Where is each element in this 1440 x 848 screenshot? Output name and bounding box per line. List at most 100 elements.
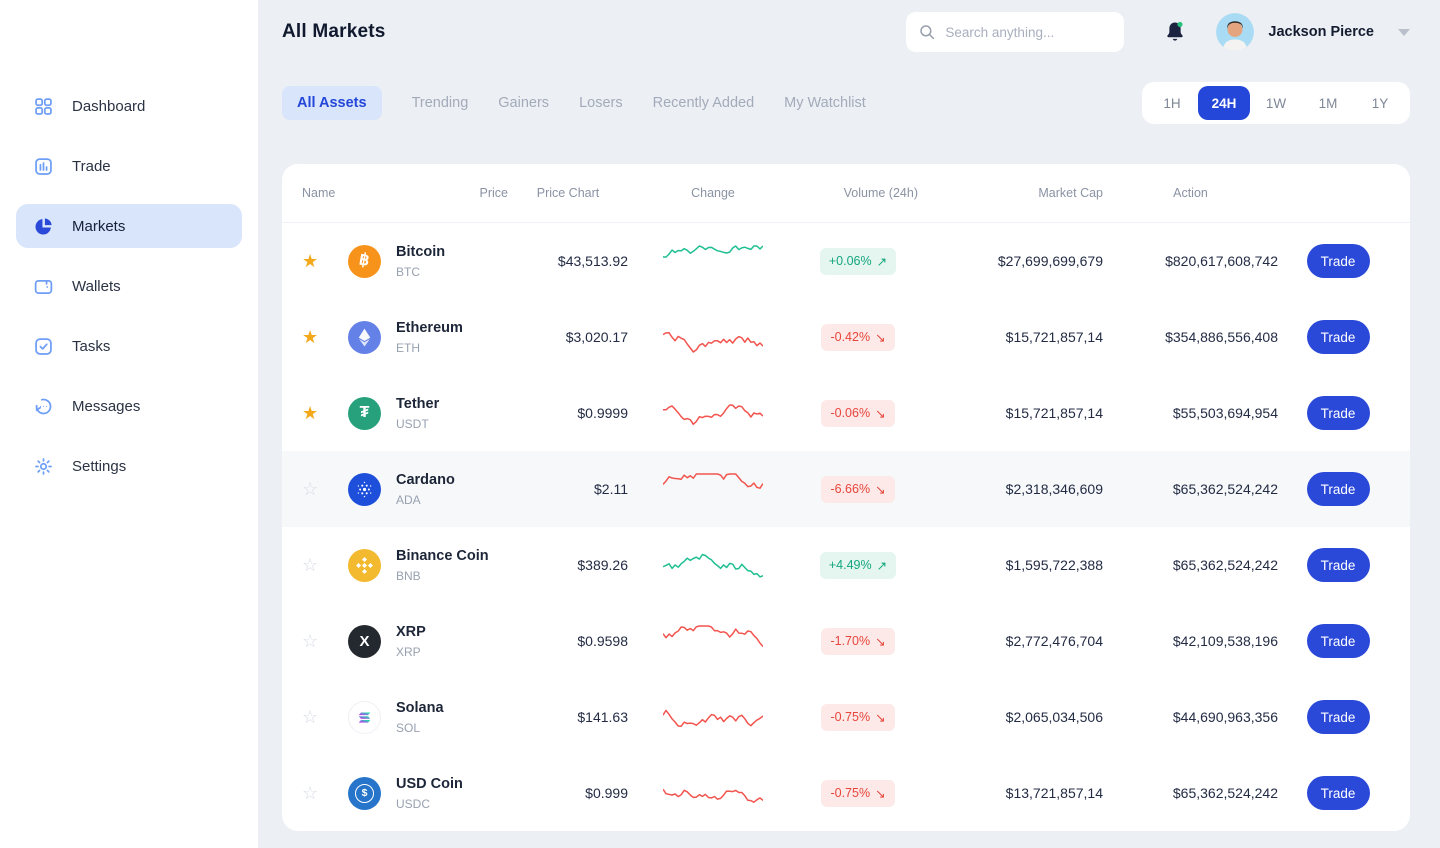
volume-cell: $27,699,699,679 (997, 253, 1103, 269)
price-cell: $0.999 (585, 785, 628, 801)
volume-cell: $13,721,857,14 (1005, 785, 1103, 801)
trade-button[interactable]: Trade (1306, 320, 1370, 354)
column-header-action: Action (1173, 186, 1208, 200)
change-cell: -1.70% ↘ (798, 627, 918, 655)
coin-symbol: SOL (396, 720, 421, 735)
tab-trending[interactable]: Trending (411, 95, 469, 111)
trade-button[interactable]: Trade (1306, 700, 1370, 734)
market-cap-cell: $65,362,524,242 (1172, 785, 1278, 801)
trend-down-arrow-icon: ↘ (875, 406, 886, 421)
coin-symbol: BNB (396, 568, 421, 583)
trend-down-arrow-icon: ↘ (875, 710, 886, 725)
binance-icon (348, 548, 381, 582)
coin-cell: Binance Coin BNB (348, 548, 508, 583)
price-cell: $0.9598 (577, 633, 628, 649)
column-header-market-cap: Market Cap (1038, 186, 1103, 200)
table-row: ☆ Binance Coin BNB $389.26 +4.49% ↗ $1,595,722… (282, 527, 1410, 603)
bell-icon (1162, 21, 1188, 49)
price-cell: $0.9999 (577, 405, 628, 421)
favorite-star[interactable]: ☆ (302, 555, 319, 575)
volume-cell: $2,065,034,506 (1005, 709, 1103, 725)
ethereum-icon (348, 320, 381, 354)
favorite-star[interactable]: ☆ (302, 707, 319, 727)
trade-button[interactable]: Trade (1306, 624, 1370, 658)
coin-name: Bitcoin (396, 243, 446, 260)
trend-down-arrow-icon: ↘ (875, 330, 886, 345)
favorite-star[interactable]: ☆ (302, 783, 319, 803)
price-cell: $3,020.17 (565, 329, 628, 345)
change-badge: -1.70% ↘ (821, 627, 895, 655)
coin-cell: Cardano ADA (348, 472, 508, 507)
user-avatar[interactable] (1216, 13, 1255, 51)
sidebar-item-settings[interactable]: Settings (16, 444, 242, 488)
tab-my-watchlist[interactable]: My Watchlist (784, 95, 866, 111)
tab-all-assets[interactable]: All Assets (282, 86, 382, 120)
sidebar-item-label: Messages (72, 397, 141, 415)
tab-gainers[interactable]: Gainers (498, 95, 550, 111)
coin-cell: $ USD Coin USDC (348, 776, 508, 811)
sidebar-item-markets[interactable]: Markets (16, 204, 242, 248)
search-box[interactable] (906, 12, 1125, 52)
messages-bubble-icon (32, 395, 54, 417)
notifications-button[interactable] (1162, 19, 1188, 45)
coin-symbol: USDC (396, 796, 431, 811)
timeframe-24h[interactable]: 24H (1198, 86, 1250, 120)
trend-down-arrow-icon: ↘ (875, 786, 886, 801)
trade-button[interactable]: Trade (1306, 244, 1370, 278)
table-row: ★ ₮ Tether USDT $0.9999 -0.06% ↘ $15,721,857,14… (282, 375, 1410, 451)
sidebar-item-label: Settings (72, 457, 127, 475)
grid-icon (32, 95, 54, 117)
sidebar-item-wallets[interactable]: Wallets (16, 264, 242, 308)
tasks-check-icon (32, 335, 54, 357)
timeframe-1y[interactable]: 1Y (1371, 95, 1389, 111)
coin-names: XRP XRP (396, 624, 426, 659)
tab-recently-added[interactable]: Recently Added (652, 95, 755, 111)
favorite-star[interactable]: ☆ (302, 631, 319, 651)
price-sparkline (628, 395, 798, 431)
coin-symbol: XRP (396, 644, 421, 659)
timeframe-1h[interactable]: 1H (1163, 95, 1181, 111)
coin-names: Solana SOL (396, 700, 444, 735)
change-value: -6.66% (830, 482, 871, 496)
table-header-row: Name Price Price Chart Change Volume (24h) Ma… (282, 164, 1410, 223)
filters-row: All Assets Trending Gainers Losers Recently … (282, 82, 1410, 124)
action-cell: Trade (1278, 244, 1398, 278)
sidebar-item-dashboard[interactable]: Dashboard (16, 84, 242, 128)
market-cap-cell: $65,362,524,242 (1172, 481, 1278, 497)
sidebar-item-tasks[interactable]: Tasks (16, 324, 242, 368)
coin-names: Ethereum ETH (396, 320, 463, 355)
action-cell: Trade (1278, 700, 1398, 734)
timeframe-1w[interactable]: 1W (1265, 95, 1287, 111)
change-badge: -0.06% ↘ (821, 399, 895, 427)
market-cap-cell: $44,690,963,356 (1172, 709, 1278, 725)
volume-cell: $15,721,857,14 (1005, 405, 1103, 421)
usd-coin-icon: $ (348, 776, 381, 810)
change-value: +0.06% (828, 254, 872, 268)
trade-button[interactable]: Trade (1306, 548, 1370, 582)
volume-cell: $2,772,476,704 (1005, 633, 1103, 649)
sidebar-item-trade[interactable]: Trade (16, 144, 242, 188)
favorite-star[interactable]: ★ (302, 251, 319, 271)
favorite-star[interactable]: ☆ (302, 479, 319, 499)
favorite-star[interactable]: ★ (302, 327, 319, 347)
search-input[interactable] (945, 24, 1113, 40)
timeframe-1m[interactable]: 1M (1318, 95, 1338, 111)
trade-button[interactable]: Trade (1306, 396, 1370, 430)
action-cell: Trade (1278, 396, 1398, 430)
tab-losers[interactable]: Losers (579, 95, 623, 111)
trade-button[interactable]: Trade (1306, 776, 1370, 810)
coin-symbol: ADA (396, 492, 421, 507)
change-cell: -0.75% ↘ (798, 703, 918, 731)
change-badge: +4.49% ↗ (819, 551, 897, 579)
user-name[interactable]: Jackson Pierce (1268, 24, 1374, 40)
trend-up-arrow-icon: ↗ (876, 558, 888, 573)
sidebar-item-messages[interactable]: Messages (16, 384, 242, 428)
favorite-star[interactable]: ★ (302, 403, 319, 423)
coin-name: Binance Coin (396, 547, 489, 564)
volume-cell: $15,721,857,14 (1005, 329, 1103, 345)
bitcoin-icon: ฿ (348, 244, 381, 278)
trade-button[interactable]: Trade (1306, 472, 1370, 506)
market-cap-cell: $55,503,694,954 (1172, 405, 1278, 421)
coin-name: Cardano (396, 471, 455, 488)
coin-names: USD Coin USDC (396, 776, 463, 811)
